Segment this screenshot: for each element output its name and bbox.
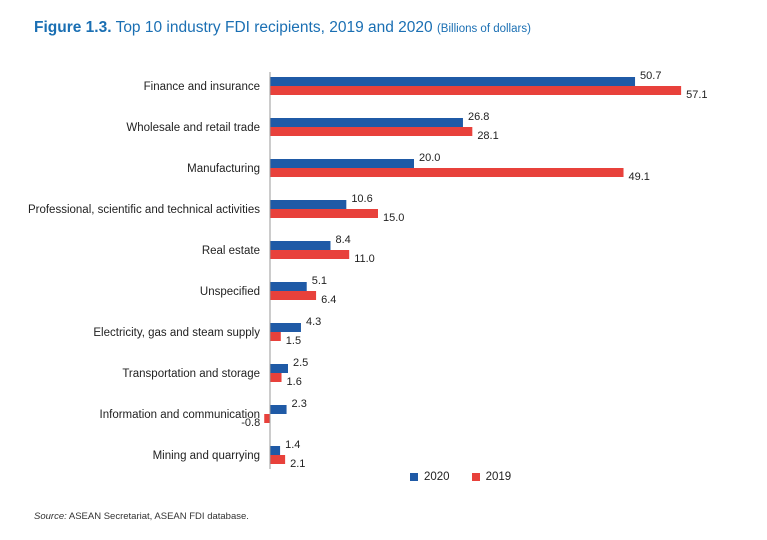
figure-number: Figure 1.3. <box>34 19 112 36</box>
value-label-2019-5: 11.0 <box>354 253 375 265</box>
bar-2019-4 <box>270 209 378 218</box>
value-label-2020-1: 50.7 <box>640 70 661 82</box>
value-label-2019-6: 6.4 <box>321 294 336 306</box>
value-label-2019-7: 1.5 <box>286 335 301 347</box>
legend-item-2019: 2019 <box>471 471 512 483</box>
bar-2019-1 <box>270 86 682 95</box>
bar-2020-6 <box>270 282 307 291</box>
category-label-8: Transportation and storage <box>122 368 260 380</box>
bar-2020-4 <box>270 200 347 209</box>
value-label-2019-4: 15.0 <box>383 212 404 224</box>
legend-label-2020: 2020 <box>424 471 450 483</box>
value-label-2020-5: 8.4 <box>335 234 350 246</box>
bar-2019-9 <box>264 414 270 423</box>
legend-item-2020: 2020 <box>410 471 450 483</box>
category-label-2: Wholesale and retail trade <box>126 122 260 134</box>
bar-2020-9 <box>270 405 287 414</box>
value-label-2020-4: 10.6 <box>351 193 372 205</box>
value-label-2020-3: 20.0 <box>419 152 440 164</box>
figure-units: (Billions of dollars) <box>436 23 531 35</box>
category-label-5: Real estate <box>202 245 260 257</box>
value-label-2019-9: -0.8 <box>241 417 260 429</box>
chart-legend: 2020 2019 <box>410 471 511 483</box>
bar-2019-3 <box>270 168 624 177</box>
bar-2020-5 <box>270 241 331 250</box>
figure-title-text: Top 10 industry FDI recipients, 2019 and… <box>115 19 433 36</box>
value-label-2019-8: 1.6 <box>287 376 302 388</box>
source-text: ASEAN Secretariat, ASEAN FDI database. <box>66 511 249 522</box>
bar-chart: Finance and insurance 50.7 57.1 Wholesale a… <box>28 70 708 470</box>
source-note: Source: ASEAN Secretariat, ASEAN FDI dat… <box>34 511 249 522</box>
source-label: Source: <box>34 511 67 522</box>
value-label-2020-7: 4.3 <box>306 316 321 328</box>
category-label-9: Information and communication <box>100 409 260 421</box>
bar-2020-2 <box>270 118 463 127</box>
bar-2019-10 <box>270 455 286 464</box>
category-label-6: Unspecified <box>200 286 260 298</box>
bar-2020-1 <box>270 77 636 86</box>
bar-2020-3 <box>270 159 414 168</box>
legend-swatch-2020 <box>410 473 418 481</box>
bar-2019-5 <box>270 250 350 259</box>
category-label-4: Professional, scientific and technical a… <box>28 204 260 216</box>
bar-2020-8 <box>270 364 288 373</box>
bar-2019-2 <box>270 127 473 136</box>
value-label-2020-6: 5.1 <box>312 275 327 287</box>
value-label-2020-2: 26.8 <box>468 111 489 123</box>
bar-2019-7 <box>270 332 281 341</box>
figure-title: Figure 1.3. Top 10 industry FDI recipien… <box>34 19 531 37</box>
value-label-2020-10: 1.4 <box>285 439 300 451</box>
category-label-10: Mining and quarrying <box>153 450 260 462</box>
bar-2019-6 <box>270 291 317 300</box>
category-label-7: Electricity, gas and steam supply <box>93 327 260 339</box>
value-label-2019-3: 49.1 <box>629 171 650 183</box>
value-label-2020-9: 2.3 <box>292 398 307 410</box>
legend-swatch-2019 <box>471 473 480 481</box>
bar-2019-8 <box>270 373 282 382</box>
value-label-2019-1: 57.1 <box>686 89 707 101</box>
value-label-2019-10: 2.1 <box>290 458 305 470</box>
bar-2020-7 <box>270 323 301 332</box>
category-label-1: Finance and insurance <box>144 81 260 93</box>
value-label-2020-8: 2.5 <box>293 357 308 369</box>
bar-2020-10 <box>270 446 281 455</box>
legend-label-2019: 2019 <box>485 471 512 483</box>
value-label-2019-2: 28.1 <box>477 130 498 142</box>
category-label-3: Manufacturing <box>187 163 260 175</box>
